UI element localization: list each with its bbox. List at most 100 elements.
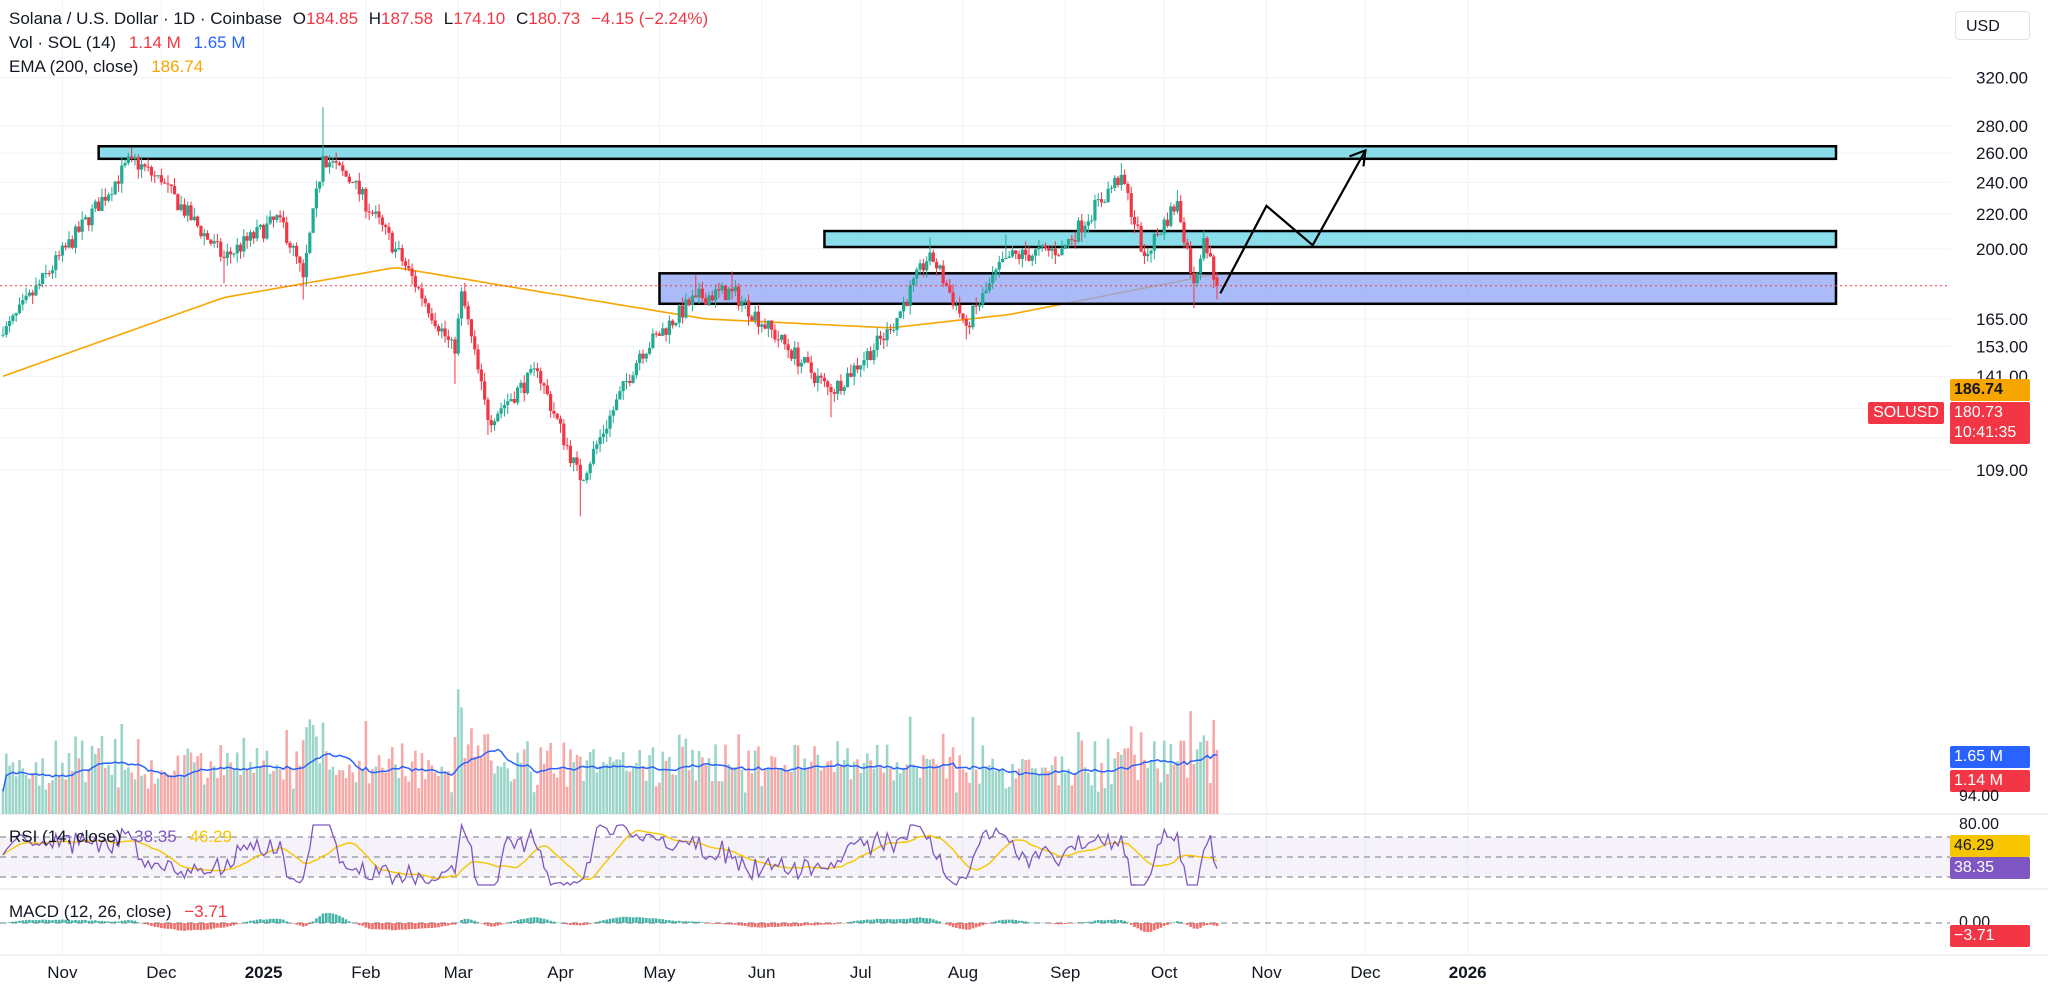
macd-histogram-bar [196, 923, 199, 930]
macd-histogram-bar [1113, 919, 1117, 923]
candle-body [225, 251, 229, 259]
macd-histogram-bar [1123, 920, 1126, 923]
volume-bar [1030, 768, 1034, 814]
macd-histogram-bar [146, 923, 150, 925]
candle-body [832, 392, 836, 394]
candle-body [40, 273, 45, 285]
macd-histogram-bar [938, 921, 942, 923]
macd-histogram-bar [964, 923, 968, 930]
volume-bar [1209, 782, 1212, 814]
volume-bar [856, 759, 859, 814]
candle-body [232, 253, 236, 255]
volume-label: Vol · SOL (14) [9, 33, 117, 52]
volume-bar [183, 754, 186, 814]
volume-bar [1070, 785, 1074, 814]
macd-histogram-bar [232, 923, 236, 926]
candle-body [535, 368, 540, 372]
candle-body [707, 295, 711, 305]
candle-body [1047, 247, 1051, 251]
macd-histogram-bar [1037, 922, 1041, 924]
macd-histogram-bar [169, 923, 173, 929]
ema-value: 186.74 [151, 57, 204, 76]
macd-histogram-bar [1067, 923, 1070, 924]
candle-body [938, 265, 942, 269]
macd-histogram-bar [905, 918, 909, 923]
candle-body [1179, 201, 1183, 223]
candle-body [753, 311, 757, 321]
candle-body [931, 252, 935, 262]
candle-body [1040, 245, 1044, 248]
volume-bar [519, 762, 523, 814]
macd-histogram-bar [836, 923, 839, 924]
macd-histogram-bar [61, 919, 64, 923]
candle-body [186, 205, 190, 216]
volume-bar [1169, 743, 1173, 814]
macd-histogram-bar [1060, 923, 1064, 925]
volume-bar [582, 780, 585, 814]
candle-body [384, 224, 388, 227]
volume-bar [463, 757, 467, 814]
macd-histogram-bar [242, 922, 246, 923]
macd-histogram-bar [605, 919, 609, 923]
candle-body [466, 305, 470, 320]
candle-body [271, 216, 276, 220]
macd-histogram-bar [747, 923, 750, 927]
macd-histogram-bar [542, 918, 546, 923]
volume-bar [569, 749, 572, 814]
candle-body [393, 248, 398, 253]
candle-body [469, 319, 474, 337]
macd-histogram-bar [519, 919, 523, 923]
ema-label: EMA (200, close) [9, 57, 139, 76]
change-value: −4.15 (−2.24%) [591, 9, 709, 28]
candle-body [720, 285, 724, 291]
candlestick-series [1, 107, 1219, 517]
volume-bar [549, 742, 552, 814]
volume-bar [423, 779, 427, 814]
macd-histogram-bar [235, 923, 239, 925]
candle-body [760, 324, 764, 327]
candle-body [859, 365, 863, 370]
volume-bar [516, 752, 519, 814]
macd-histogram-bar [569, 923, 572, 926]
macd-histogram-bar [882, 919, 886, 923]
macd-histogram-bar [1189, 923, 1192, 927]
candle-body [367, 211, 371, 213]
macd-histogram-bar [615, 917, 618, 923]
macd-histogram-bar [618, 917, 622, 923]
macd-label: MACD (12, 26, close) [9, 902, 172, 921]
projection-arrowhead [1349, 148, 1367, 167]
macd-histogram-bar [361, 923, 364, 926]
candle-body [694, 295, 698, 298]
volume-bar [978, 783, 981, 814]
currency-button[interactable]: USD [1955, 11, 2030, 40]
volume-bar [483, 734, 486, 814]
rsi-label: RSI (14, close) [9, 827, 122, 846]
volume-bar [1090, 785, 1093, 814]
volume-bar [763, 769, 767, 814]
candle-body [905, 303, 909, 306]
volume-bar [747, 750, 750, 814]
volume-ma-line [2, 748, 1218, 792]
macd-histogram-bar [64, 919, 67, 923]
volume-bar [1113, 758, 1117, 814]
macd-histogram-bar [150, 923, 153, 926]
volume-bar [338, 770, 341, 814]
macd-histogram-bar [288, 922, 292, 924]
candle-body [291, 245, 295, 248]
volume-bar [915, 767, 919, 814]
candle-body [812, 372, 817, 383]
macd-histogram-bar [374, 923, 378, 930]
volume-bar [1063, 773, 1067, 814]
candle-body [275, 215, 279, 220]
time-axis[interactable]: Nov Dec 2025 Feb Mar Apr May Jun Jul Aug Sep Oct Nov… [47, 963, 1486, 982]
macd-histogram-bar [456, 922, 460, 924]
macd-histogram-bar [430, 923, 434, 928]
candle-body [202, 233, 206, 237]
volume-axis-min: 94.00 [1959, 788, 2000, 805]
macd-histogram-bar [212, 923, 216, 929]
candle-body [288, 242, 292, 248]
candle-body [512, 398, 516, 403]
volume-bar [602, 761, 605, 814]
candle-body [308, 232, 312, 253]
